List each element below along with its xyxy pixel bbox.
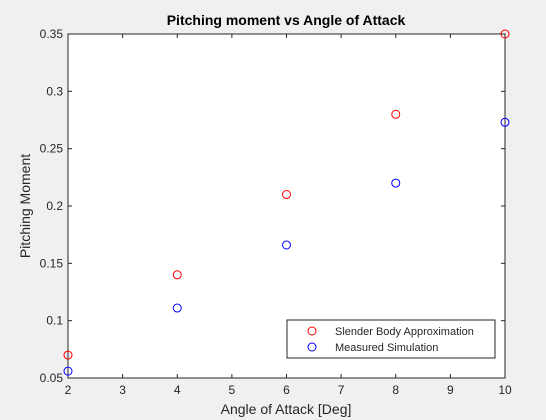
y-tick-label: 0.35 bbox=[40, 27, 64, 41]
chart-title: Pitching moment vs Angle of Attack bbox=[167, 12, 406, 28]
y-tick-label: 0.15 bbox=[40, 256, 64, 270]
x-tick-label: 4 bbox=[174, 383, 181, 397]
x-tick-label: 9 bbox=[447, 383, 454, 397]
data-point-series-0 bbox=[391, 109, 401, 119]
data-point-series-1 bbox=[500, 117, 510, 127]
x-tick-label: 3 bbox=[119, 383, 126, 397]
legend: Slender Body Approximation Measured Simu… bbox=[286, 319, 496, 359]
data-point-series-0 bbox=[63, 350, 73, 360]
x-tick-label: 8 bbox=[392, 383, 399, 397]
data-points bbox=[63, 29, 510, 376]
tick-labels: 2 3 4 5 6 7 8 9 10 0.05 0.1 0.15 0.2 0.25 0.3 0.35 bbox=[40, 27, 512, 397]
x-axis-label: Angle of Attack [Deg] bbox=[221, 401, 352, 417]
data-point-series-1 bbox=[63, 366, 73, 376]
legend-marker-slender-body bbox=[307, 326, 317, 336]
y-tick-label: 0.1 bbox=[46, 314, 63, 328]
data-point-series-0 bbox=[500, 29, 510, 39]
legend-label-measured: Measured Simulation bbox=[335, 342, 438, 354]
y-tick-label: 0.05 bbox=[40, 371, 64, 385]
data-point-series-1 bbox=[172, 303, 182, 313]
x-tick-label: 5 bbox=[229, 383, 236, 397]
legend-box bbox=[286, 319, 496, 359]
y-tick-label: 0.2 bbox=[46, 199, 63, 213]
data-point-series-1 bbox=[282, 240, 291, 250]
data-point-series-0 bbox=[282, 190, 291, 200]
x-tick-label: 10 bbox=[498, 383, 512, 397]
data-point-series-0 bbox=[172, 270, 182, 280]
y-tick-label: 0.25 bbox=[40, 142, 64, 156]
y-axis-label: Pitching Moment bbox=[17, 154, 33, 258]
axes-box bbox=[67, 33, 506, 379]
x-tick-label: 6 bbox=[283, 383, 290, 397]
legend-label-slender-body: Slender Body Approximation bbox=[335, 326, 474, 338]
y-tick-label: 0.3 bbox=[46, 84, 63, 98]
data-point-series-1 bbox=[391, 178, 401, 188]
legend-marker-measured bbox=[307, 342, 317, 352]
x-tick-label: 7 bbox=[338, 383, 345, 397]
x-tick-label: 2 bbox=[65, 383, 72, 397]
